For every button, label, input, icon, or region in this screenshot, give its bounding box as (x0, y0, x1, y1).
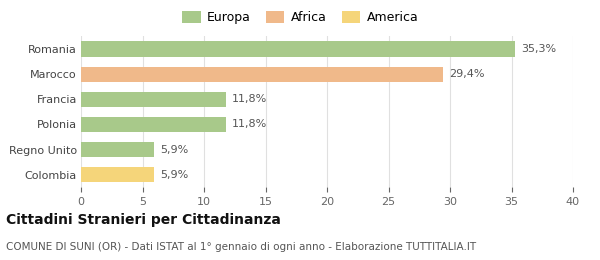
Text: 5,9%: 5,9% (160, 145, 188, 154)
Bar (81, 67, 443, 82)
Bar (81, 142, 154, 157)
Text: 35,3%: 35,3% (521, 44, 556, 54)
Bar (81, 41, 515, 56)
Text: 11,8%: 11,8% (232, 94, 268, 104)
Text: COMUNE DI SUNI (OR) - Dati ISTAT al 1° gennaio di ogni anno - Elaborazione TUTTI: COMUNE DI SUNI (OR) - Dati ISTAT al 1° g… (6, 242, 476, 252)
Text: 29,4%: 29,4% (449, 69, 484, 79)
Text: 11,8%: 11,8% (232, 119, 268, 129)
Bar (81, 92, 226, 107)
Text: Cittadini Stranieri per Cittadinanza: Cittadini Stranieri per Cittadinanza (6, 213, 281, 227)
Bar (81, 167, 154, 182)
Bar (81, 117, 226, 132)
Text: 5,9%: 5,9% (160, 170, 188, 180)
Legend: Europa, Africa, America: Europa, Africa, America (177, 6, 423, 29)
